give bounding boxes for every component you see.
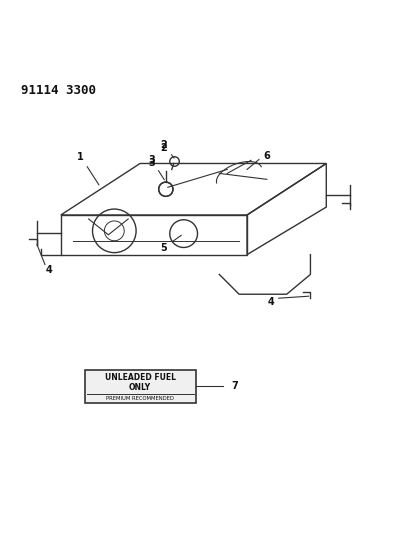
Text: 1: 1 <box>77 151 99 185</box>
Text: 5: 5 <box>160 235 182 253</box>
Text: ONLY: ONLY <box>129 383 151 392</box>
Text: 2: 2 <box>160 143 167 152</box>
Text: 2: 2 <box>160 140 174 158</box>
Text: 3: 3 <box>148 156 164 180</box>
Text: PREMIUM RECOMMENDED: PREMIUM RECOMMENDED <box>106 397 174 401</box>
Text: UNLEADED FUEL: UNLEADED FUEL <box>105 374 176 383</box>
Text: 4: 4 <box>267 297 274 307</box>
Text: 7: 7 <box>231 381 238 391</box>
FancyBboxPatch shape <box>85 369 196 403</box>
Text: 91114 3300: 91114 3300 <box>21 84 96 97</box>
Text: 4: 4 <box>45 265 52 276</box>
Text: 6: 6 <box>263 150 270 160</box>
Text: 3: 3 <box>148 158 155 168</box>
